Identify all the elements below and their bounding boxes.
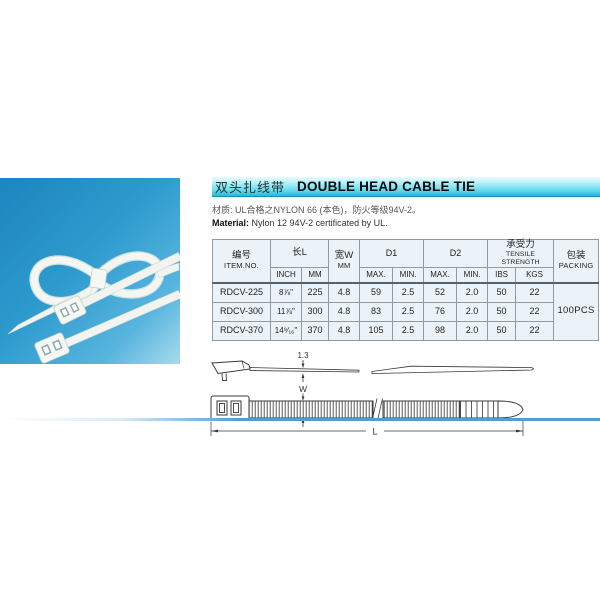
section-title-bar: 双头扎线带 DOUBLE HEAD CABLE TIE bbox=[212, 177, 600, 197]
cell-d2-min: 2.0 bbox=[456, 281, 489, 303]
cell-ibs: 50 bbox=[487, 301, 517, 322]
product-photo bbox=[0, 178, 180, 364]
cell-item-no: RDCV-300 bbox=[212, 301, 271, 322]
technical-drawing: 1.3 W L bbox=[206, 349, 600, 442]
cell-d1-max: 83 bbox=[359, 301, 394, 322]
cell-d1-max: 105 bbox=[359, 320, 394, 341]
cell-packing: 100PCS bbox=[553, 281, 600, 341]
material-label: Material: bbox=[212, 218, 250, 229]
cell-inch: 14⁹⁄₁₆" bbox=[270, 320, 302, 341]
material-line-en: Material: Nylon 12 94V-2 certificated by… bbox=[212, 217, 600, 230]
header-ibs: IBS bbox=[487, 266, 517, 284]
cell-d1-max: 59 bbox=[359, 281, 394, 303]
length-dim-label: L bbox=[372, 426, 377, 436]
header-length: 长L bbox=[269, 239, 330, 268]
header-d2-min: MIN. bbox=[456, 266, 489, 284]
header-d2-max: MAX. bbox=[423, 266, 458, 284]
header-mm: MM bbox=[300, 266, 330, 284]
cell-d1-min: 2.5 bbox=[392, 281, 425, 303]
cell-width: 4.8 bbox=[328, 281, 361, 303]
cell-d2-max: 52 bbox=[423, 281, 458, 303]
cable-ties-photo-illustration bbox=[0, 178, 180, 364]
cell-kgs: 22 bbox=[515, 281, 555, 303]
cell-d2-max: 76 bbox=[423, 301, 458, 322]
header-width: 宽W MM bbox=[328, 239, 361, 284]
cell-inch: 11⅞" bbox=[270, 301, 302, 322]
title-english: DOUBLE HEAD CABLE TIE bbox=[297, 179, 476, 194]
cell-kgs: 22 bbox=[515, 320, 555, 341]
page-divider-line bbox=[0, 418, 600, 421]
cell-d1-min: 2.5 bbox=[392, 301, 425, 322]
table-row: RDCV-370 14⁹⁄₁₆" 370 4.8 105 2.5 98 2.0 … bbox=[212, 320, 599, 341]
material-text: Nylon 12 94V-2 certificated by UL. bbox=[251, 218, 388, 229]
header-packing: 包装 PACKING bbox=[553, 239, 600, 284]
cell-item-no: RDCV-370 bbox=[212, 320, 271, 341]
width-dim-label: W bbox=[299, 384, 307, 394]
cell-d2-min: 2.0 bbox=[456, 320, 489, 341]
material-line-zh: 材质: UL合格之NYLON 66 (本色)，防火等级94V-2。 bbox=[212, 205, 422, 215]
cell-kgs: 22 bbox=[515, 301, 555, 322]
cell-mm: 300 bbox=[300, 301, 330, 322]
cell-mm: 370 bbox=[300, 320, 330, 341]
header-d1-max: MAX. bbox=[359, 266, 394, 284]
cell-mm: 225 bbox=[300, 281, 330, 303]
header-tensile: 承受力 TENSILE STRENGTH bbox=[487, 239, 555, 268]
cell-inch: 8⅞" bbox=[270, 281, 302, 303]
thickness-dim-label: 1.3 bbox=[297, 351, 309, 360]
cell-width: 4.8 bbox=[328, 301, 361, 322]
material-info: 材质: UL合格之NYLON 66 (本色)，防火等级94V-2。 Materi… bbox=[212, 204, 600, 230]
cell-d2-min: 2.0 bbox=[456, 301, 489, 322]
spec-table: 编号 ITEM.NO. 长L 宽W MM D1 D2 承受力 TENSILE S… bbox=[212, 239, 600, 341]
header-inch: INCH bbox=[270, 266, 302, 284]
header-kgs: KGS bbox=[515, 266, 555, 284]
cell-width: 4.8 bbox=[328, 320, 361, 341]
header-d1: D1 bbox=[359, 239, 425, 268]
title-chinese: 双头扎线带 bbox=[215, 180, 286, 195]
table-row: RDCV-300 11⅞" 300 4.8 83 2.5 76 2.0 50 2… bbox=[212, 301, 599, 322]
header-d2: D2 bbox=[423, 239, 489, 268]
table-row: RDCV-225 8⅞" 225 4.8 59 2.5 52 2.0 50 22… bbox=[212, 281, 600, 341]
cell-d1-min: 2.5 bbox=[392, 320, 425, 341]
cable-tie-drawing: 1.3 W L bbox=[210, 351, 535, 436]
cell-d2-max: 98 bbox=[423, 320, 458, 341]
product-sheet: 双头扎线带 DOUBLE HEAD CABLE TIE 材质: UL合格之NYL… bbox=[210, 177, 600, 442]
cell-ibs: 50 bbox=[487, 281, 517, 303]
cell-ibs: 50 bbox=[487, 320, 517, 341]
header-d1-min: MIN. bbox=[392, 266, 425, 284]
header-item-no: 编号 ITEM.NO. bbox=[212, 239, 271, 284]
cell-item-no: RDCV-225 bbox=[212, 281, 271, 303]
